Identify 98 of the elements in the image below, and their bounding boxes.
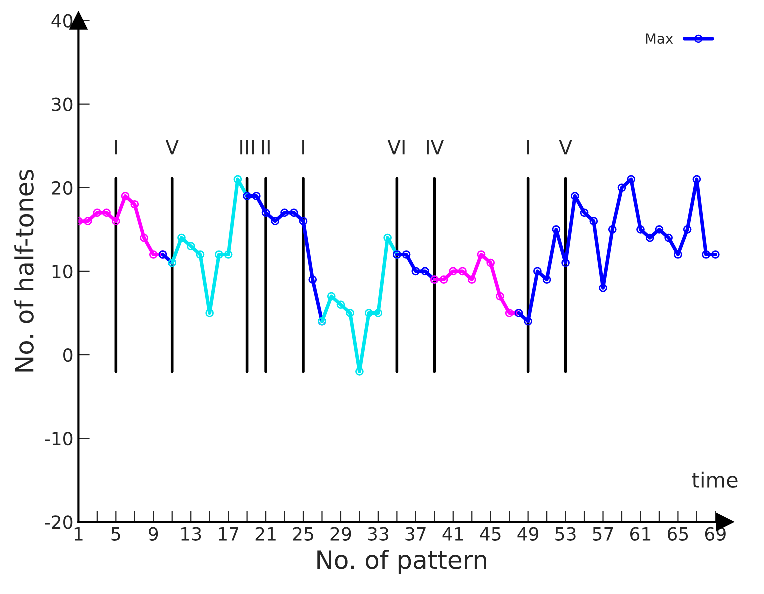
point	[356, 368, 364, 376]
point	[608, 226, 617, 234]
point	[93, 208, 102, 218]
point	[562, 258, 570, 268]
point	[683, 226, 692, 234]
point	[308, 276, 318, 284]
x-tick-label: 65	[668, 527, 688, 541]
annotation: time	[692, 472, 738, 488]
point	[692, 175, 702, 184]
ref-line-label: V	[166, 140, 179, 155]
x-tick-label: 25	[293, 527, 314, 541]
point	[336, 300, 346, 310]
point	[486, 258, 496, 268]
point	[224, 250, 233, 259]
point	[140, 234, 148, 242]
x-tick-label: 49	[518, 527, 539, 541]
point	[542, 276, 552, 284]
point	[505, 309, 514, 318]
point	[215, 250, 224, 259]
x-tick-label: 61	[630, 527, 651, 541]
x-tick-label: 45	[480, 528, 501, 541]
point	[524, 317, 532, 326]
y-tick-label: 0	[64, 348, 73, 362]
point	[496, 292, 504, 301]
point	[102, 208, 111, 218]
ref-line-label: VI	[388, 140, 405, 155]
point	[477, 250, 486, 259]
point	[655, 226, 664, 234]
point	[112, 217, 120, 226]
point	[196, 250, 205, 259]
x-tick-label: 33	[368, 527, 388, 541]
point	[186, 242, 196, 251]
x-tick-label: 37	[406, 527, 426, 541]
x-axis-title: No. of pattern	[318, 550, 486, 574]
x-tick-label: 5	[112, 528, 120, 541]
y-tick-label: -20	[45, 516, 73, 530]
point	[636, 226, 645, 234]
point	[570, 192, 580, 200]
point	[346, 309, 355, 318]
point	[440, 276, 448, 284]
x-tick-label: 21	[256, 527, 276, 541]
x-tick-label: 29	[330, 527, 352, 541]
point	[206, 309, 214, 318]
point	[327, 292, 336, 301]
y-tick-label: 10	[52, 264, 73, 279]
y-tick-label: 20	[52, 181, 73, 196]
point	[299, 217, 308, 226]
point	[449, 267, 458, 276]
ref-line-label: V	[559, 140, 572, 155]
point	[468, 276, 476, 284]
point	[130, 200, 140, 209]
x-tick-label: 1	[74, 528, 83, 541]
point	[280, 208, 289, 218]
point	[252, 192, 261, 200]
ref-line-label: I	[115, 140, 118, 155]
point	[262, 208, 270, 218]
point	[674, 250, 682, 259]
ref-line-label: II	[262, 140, 270, 155]
point	[290, 208, 298, 218]
point	[534, 267, 542, 276]
ref-line-label: III	[240, 140, 254, 155]
point	[271, 217, 280, 226]
x-tick-label: 17	[219, 528, 239, 541]
y-axis-title: No. of half-tones	[14, 170, 34, 372]
ref-line-label: IV	[427, 140, 444, 155]
point	[402, 250, 411, 259]
point	[646, 234, 654, 242]
legend-label: Max	[646, 34, 674, 44]
x-tick-label: 53	[556, 527, 576, 541]
x-tick-label: 13	[182, 527, 202, 541]
point	[364, 309, 374, 318]
point	[374, 309, 383, 318]
y-tick-label: -10	[45, 432, 73, 446]
y-tick-label: 30	[52, 98, 73, 112]
x-tick-label: 9	[149, 527, 158, 541]
point	[234, 175, 242, 184]
point	[552, 226, 561, 234]
point	[149, 250, 158, 259]
point	[178, 234, 186, 242]
point	[664, 234, 673, 242]
point	[618, 184, 626, 192]
ref-line-label: I	[527, 140, 530, 155]
point	[384, 234, 392, 242]
point	[121, 192, 130, 200]
point	[580, 208, 589, 218]
point	[599, 284, 608, 292]
point	[702, 250, 710, 259]
y-tick-label: 40	[52, 14, 73, 28]
point	[84, 217, 92, 226]
point	[627, 175, 636, 184]
x-tick-label: 41	[442, 528, 464, 541]
point	[421, 267, 430, 276]
point	[458, 267, 467, 276]
point	[590, 217, 598, 226]
point	[712, 250, 720, 259]
ref-line-label: I	[302, 140, 304, 155]
point	[412, 267, 420, 276]
x-tick-label: 57	[593, 528, 614, 541]
